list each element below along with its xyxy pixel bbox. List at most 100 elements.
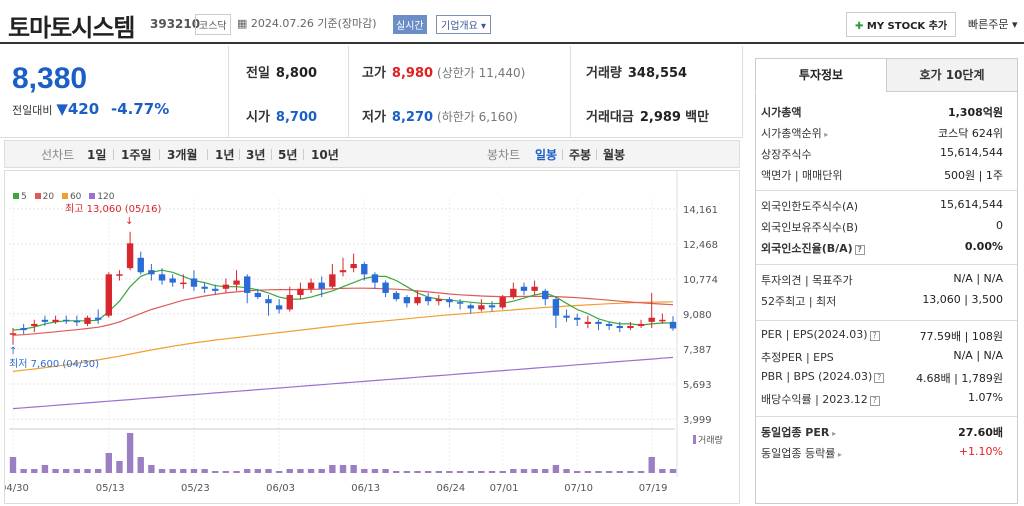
info-label: 배당수익률 | 2023.12?	[761, 391, 880, 407]
chevron-down-icon: ▾	[1011, 18, 1018, 31]
info-label: 외국인보유주식수(B)	[761, 221, 859, 234]
volume-bar	[371, 469, 379, 473]
stock-chart[interactable]: 14,161 12,468 10,774 9,080 7,387 5,693 3,999 04…	[0, 170, 740, 504]
corp-overview-button[interactable]: 기업개요 ▾	[436, 15, 492, 34]
divider	[756, 190, 1017, 191]
add-mystock-button[interactable]: ✚ MY STOCK 추가	[846, 12, 957, 37]
volume-bar	[84, 469, 91, 473]
candle-body	[563, 315, 570, 318]
candle-body	[648, 317, 655, 322]
y-tick-label: 5,693	[683, 380, 712, 391]
volume-bar	[616, 471, 623, 473]
info-label: 동일업종 PER ▸	[761, 426, 837, 439]
volume-bar	[244, 469, 251, 473]
period-3m[interactable]: 3개월	[167, 148, 198, 162]
volume-bar	[414, 471, 421, 473]
candle-body	[488, 305, 496, 308]
prev-close: 전일 8,800	[246, 62, 317, 81]
open-label: 시가	[246, 110, 270, 125]
candle-body	[339, 270, 347, 273]
volume-bar	[659, 469, 666, 473]
prev-value: 8,800	[275, 66, 318, 81]
candle-body	[275, 305, 283, 310]
volume-bar	[552, 465, 560, 473]
info-row: 상장주식수 15,614,544	[761, 146, 1003, 164]
candle-body	[456, 302, 464, 304]
volume-bar	[148, 465, 155, 473]
volume-bar	[605, 471, 613, 473]
plus-icon: ✚	[855, 21, 864, 32]
period-1y[interactable]: 1년	[215, 148, 235, 162]
volume-bar	[222, 471, 230, 473]
period-5y[interactable]: 5년	[278, 148, 298, 162]
candle-body	[393, 292, 400, 300]
period-3y[interactable]: 3년	[246, 148, 266, 162]
candle-body	[41, 319, 49, 322]
candle-daily[interactable]: 일봉	[535, 148, 558, 162]
volume-bar	[73, 469, 81, 473]
realtime-button[interactable]: 실시간	[393, 15, 427, 34]
stock-name: 토마토시스템	[8, 14, 135, 42]
x-tick-label: 05/13	[96, 483, 125, 494]
volume-bar	[446, 471, 453, 473]
volume-bar	[393, 471, 400, 473]
candle-weekly[interactable]: 주봉	[569, 148, 592, 162]
info-row: 시가총액순위 ▸ 코스닥 624위	[761, 125, 1003, 143]
candle-monthly[interactable]: 월봉	[603, 148, 626, 162]
info-label: PBR | BPS (2024.03)?	[761, 370, 885, 383]
high-price: 고가 8,980 (상한가 11,440)	[362, 62, 525, 81]
x-tick-label: 06/13	[351, 483, 380, 494]
volume-bar	[435, 471, 442, 473]
period-1w[interactable]: 1주일	[121, 148, 152, 162]
candle-body	[520, 286, 528, 291]
candle-body	[467, 305, 474, 309]
volume-bar	[105, 453, 112, 473]
date-value: 2024.07.26	[250, 17, 314, 30]
price-change: 전일대비 ▼420 -4.77%	[12, 100, 169, 118]
candle-body	[212, 288, 219, 291]
y-tick-label: 14,161	[683, 205, 718, 216]
volume-legend-swatch	[693, 435, 696, 444]
volume-bar	[169, 469, 176, 473]
fast-order-label: 빠른주문	[968, 18, 1009, 31]
tab-order-book[interactable]: 호가 10단계	[886, 58, 1018, 92]
candle-body	[254, 292, 262, 298]
candle-body	[329, 274, 336, 287]
volume-bar	[563, 469, 570, 473]
help-icon[interactable]: ?	[869, 331, 880, 341]
volume-bar	[584, 471, 592, 473]
divider	[348, 46, 349, 138]
help-icon[interactable]: ?	[874, 373, 885, 383]
period-10y[interactable]: 10년	[311, 148, 339, 162]
candle-body	[52, 319, 59, 322]
candle-body	[552, 299, 560, 316]
help-icon[interactable]: ?	[869, 396, 880, 406]
chevron-right-icon: ▸	[835, 450, 842, 459]
info-label: 액면가 | 매매단위	[761, 169, 843, 182]
candle-body	[158, 274, 166, 281]
chevron-down-icon: ▾	[481, 21, 487, 32]
stock-header: 토마토시스템 393210 코스닥 ▦ 2024.07.26 기준(장마감) 실…	[0, 0, 1024, 44]
candle-body	[169, 278, 176, 283]
change-value: 420	[67, 100, 100, 118]
volume-bar	[190, 469, 198, 473]
y-tick-label: 3,999	[683, 415, 712, 426]
period-1d[interactable]: 1일	[87, 148, 107, 162]
volume-bar	[669, 469, 677, 473]
legend-ma20: 20	[42, 192, 55, 202]
prev-label: 전일	[246, 66, 270, 81]
candle-body	[148, 270, 155, 275]
info-row: 52주최고 | 최저 13,060 | 3,500	[761, 293, 1003, 311]
tab-investment-info[interactable]: 투자정보	[755, 58, 887, 92]
candle-body	[297, 288, 304, 295]
x-tick-label: 07/01	[490, 483, 519, 494]
market-badge: 코스닥	[195, 14, 231, 35]
divider	[159, 149, 160, 160]
fast-order-link[interactable]: 빠른주문 ▾	[968, 16, 1018, 32]
info-label: 상장주식수	[761, 148, 812, 161]
help-icon[interactable]: ?	[854, 245, 865, 255]
info-value: 77.59배 | 108원	[919, 330, 1003, 343]
info-row: 외국인한도주식수(A) 15,614,544	[761, 198, 1003, 216]
candle-body	[31, 323, 38, 326]
info-row: 동일업종 PER ▸ 27.60배	[761, 424, 1003, 442]
